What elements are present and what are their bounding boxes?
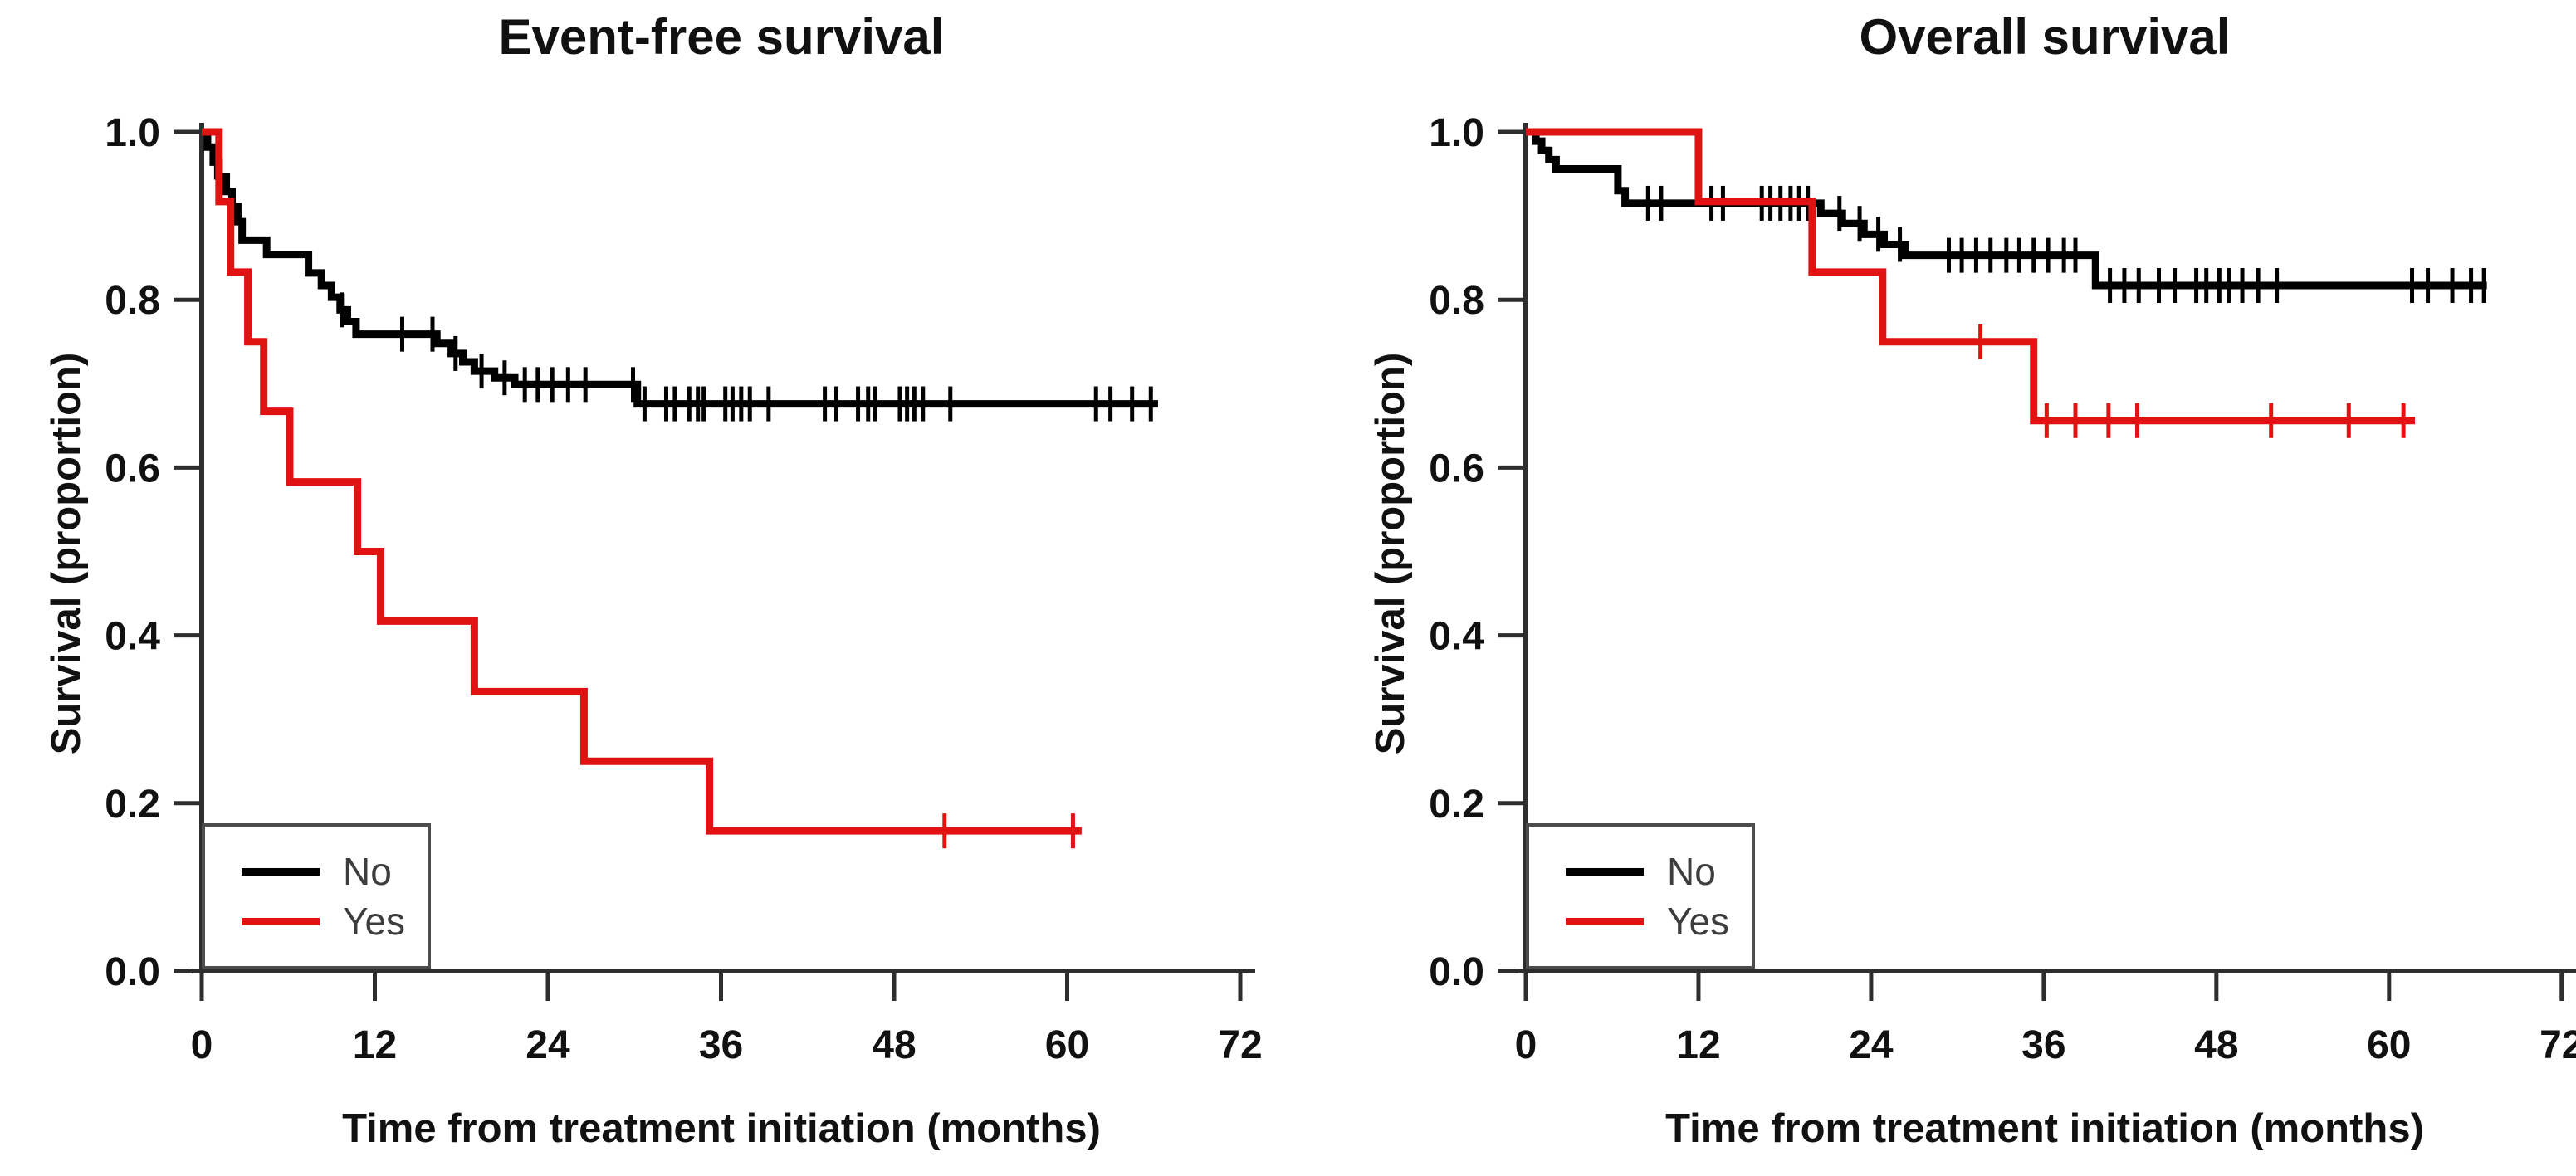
x-tick-label: 60 — [1045, 1023, 1089, 1067]
legend-label-no: No — [343, 850, 392, 893]
km-curve-yes — [1526, 128, 2415, 425]
y-tick-label: 0.2 — [105, 783, 160, 827]
y-axis-title-left: Survival (proportion) — [44, 352, 89, 755]
x-tick-label: 36 — [2021, 1023, 2065, 1067]
legend-entry-yes: Yes — [205, 900, 428, 943]
legend-entry-no: No — [1529, 850, 1752, 893]
x-axis-title-left: Time from treatment initiation (months) — [342, 1106, 1101, 1151]
y-tick-label: 1.0 — [105, 111, 160, 155]
y-tick-label: 1.0 — [1429, 111, 1484, 155]
x-tick-label: 12 — [1676, 1023, 1720, 1067]
legend-line-no — [1566, 868, 1644, 876]
km-curve-yes — [202, 128, 1082, 835]
y-tick-label: 0.4 — [1429, 615, 1484, 659]
panel-title-overall-survival: Overall survival — [1859, 9, 2231, 65]
legend-label-no: No — [1667, 850, 1716, 893]
legend-line-yes — [1566, 918, 1644, 925]
x-tick-label: 0 — [191, 1023, 213, 1067]
x-tick-label: 12 — [353, 1023, 397, 1067]
legend-line-no — [242, 868, 320, 876]
x-tick-label: 72 — [2539, 1023, 2576, 1067]
y-tick-label: 0.6 — [1429, 446, 1484, 490]
y-tick-label: 0.4 — [105, 615, 160, 659]
x-tick-label: 24 — [525, 1023, 570, 1067]
y-tick-label: 0.2 — [1429, 783, 1484, 827]
panel-title-event-free-survival: Event-free survival — [498, 9, 945, 65]
legend-right: No Yes — [1526, 823, 1755, 969]
y-tick-label: 0.0 — [105, 950, 160, 994]
x-tick-label: 48 — [2194, 1023, 2238, 1067]
legend-line-yes — [242, 918, 320, 925]
legend-label-yes: Yes — [343, 900, 406, 943]
x-tick-label: 48 — [872, 1023, 916, 1067]
y-tick-label: 0.8 — [1429, 279, 1484, 323]
x-axis-title-right: Time from treatment initiation (months) — [1665, 1106, 2424, 1151]
x-tick-label: 36 — [699, 1023, 743, 1067]
legend-entry-yes: Yes — [1529, 900, 1752, 943]
x-tick-label: 24 — [1849, 1023, 1894, 1067]
y-tick-label: 0.8 — [105, 279, 160, 323]
x-tick-label: 0 — [1515, 1023, 1537, 1067]
y-tick-label: 0.0 — [1429, 950, 1484, 994]
legend-left: No Yes — [202, 823, 431, 969]
legend-entry-no: No — [205, 850, 428, 893]
y-tick-label: 0.6 — [105, 446, 160, 490]
x-tick-label: 60 — [2367, 1023, 2411, 1067]
y-axis-title-right: Survival (proportion) — [1368, 352, 1413, 755]
x-tick-label: 72 — [1218, 1023, 1262, 1067]
legend-label-yes: Yes — [1667, 900, 1730, 943]
km-curve-no — [202, 128, 1158, 408]
